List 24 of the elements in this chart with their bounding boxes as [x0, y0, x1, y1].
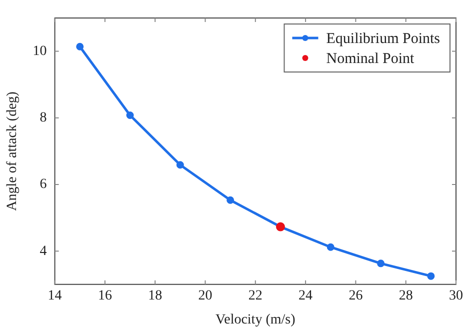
y-tick-label: 8 [40, 110, 47, 126]
point [126, 111, 134, 119]
x-tick-label: 24 [298, 288, 313, 304]
point [377, 260, 385, 268]
y-tick-label: 4 [40, 244, 47, 259]
x-axis-title: Velocity (m/s) [216, 312, 296, 328]
x-tick-label: 22 [248, 288, 262, 304]
x-tick-label: 28 [398, 288, 413, 304]
y-tick-label: 10 [32, 44, 47, 59]
x-tick-label: 30 [449, 288, 463, 304]
point [176, 161, 184, 169]
point [326, 243, 334, 251]
point [427, 272, 435, 280]
x-tick-label: 26 [348, 288, 363, 304]
legend-label: Equilibrium Points [326, 30, 440, 47]
point [226, 196, 234, 204]
y-axis-title: Angle of attack (deg) [5, 91, 20, 211]
x-tick-label: 20 [198, 288, 212, 304]
legend-label: Nominal Point [326, 50, 415, 67]
x-tick-label: 14 [48, 288, 62, 304]
x-tick-label: 18 [148, 288, 162, 304]
point [76, 42, 84, 50]
x-tick-label: 16 [98, 288, 112, 304]
y-tick-label: 6 [40, 177, 47, 192]
